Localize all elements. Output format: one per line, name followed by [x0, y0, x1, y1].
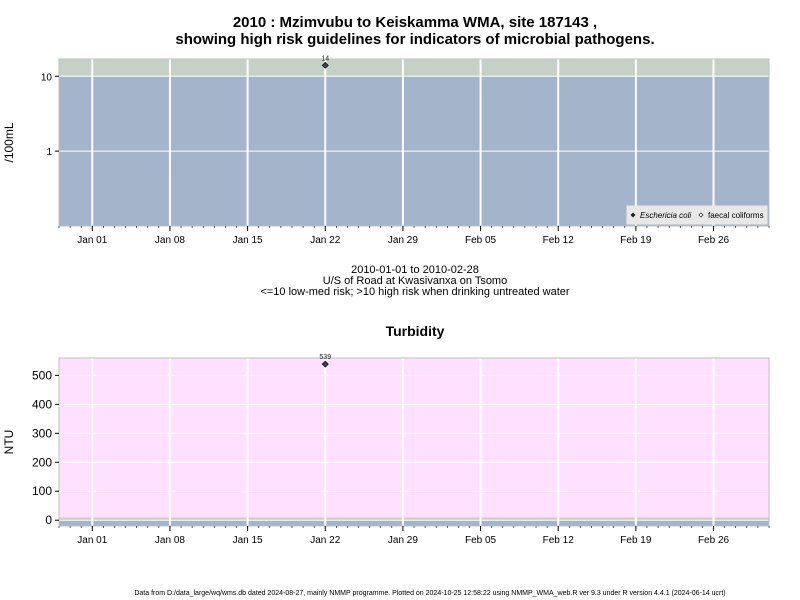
- chart-subtitle-site: U/S of Road at Kwasivanxa on Tsomo: [322, 275, 508, 287]
- data-point: [321, 61, 329, 69]
- x-tick-label: Feb 19: [620, 235, 652, 246]
- y-tick-label: 100: [32, 484, 52, 498]
- risk-band-1: [59, 517, 769, 521]
- x-tick-label: Jan 01: [77, 235, 107, 246]
- x-tick-label: Feb 12: [543, 535, 575, 546]
- legend-entry: Eschericia coli: [640, 211, 691, 220]
- risk-band-0: [59, 520, 769, 526]
- x-tick-label: Jan 15: [233, 535, 263, 546]
- chart-title-line1: 2010 : Mzimvubu to Keiskamma WMA, site 1…: [232, 14, 598, 31]
- y-tick-label: 10: [41, 72, 53, 83]
- microbial-plot: 1 10 Jan 01 Jan 08 Jan 15 Jan 22 Jan 29 Feb 05 F…: [2, 55, 770, 246]
- x-tick-label: Jan 29: [388, 535, 418, 546]
- y-tick-label: 200: [32, 455, 52, 469]
- y-tick-label: 300: [32, 426, 52, 440]
- footer-note: Data from D:/data_large/wq/wms.db dated …: [134, 590, 726, 597]
- turbidity-plot: 0 100 200 300 400 500 Jan 01 Jan 08 Jan 15 Jan 22…: [2, 354, 770, 546]
- legend-box: [626, 205, 768, 225]
- x-tick-label: Jan 22: [310, 535, 340, 546]
- y-axis-label: /100mL: [2, 122, 16, 162]
- legend-marker: [698, 212, 704, 218]
- y-axis-label: NTU: [2, 430, 16, 455]
- risk-band-1: [59, 59, 769, 77]
- data-label: 539: [319, 354, 331, 361]
- data-label: 14: [321, 55, 329, 62]
- x-tick-label: Feb 05: [465, 535, 497, 546]
- legend-entry: faecal coliforms: [708, 211, 764, 220]
- x-tick-label: Feb 26: [698, 535, 730, 546]
- y-tick-label: 1: [46, 147, 52, 158]
- x-tick-label: Jan 08: [155, 535, 185, 546]
- data-point: [321, 360, 329, 368]
- x-tick-label: Feb 12: [543, 235, 575, 246]
- turbidity-title: Turbidity: [385, 323, 445, 339]
- y-tick-label: 400: [32, 397, 52, 411]
- x-tick-label: Jan 29: [388, 235, 418, 246]
- risk-band-2: [59, 358, 769, 518]
- x-tick-label: Jan 22: [310, 235, 340, 246]
- x-tick-label: Feb 05: [465, 235, 497, 246]
- y-tick-label: 500: [32, 368, 52, 382]
- x-tick-label: Jan 01: [77, 535, 107, 546]
- x-tick-label: Jan 15: [233, 235, 263, 246]
- y-tick-label: 0: [45, 513, 52, 527]
- x-tick-label: Jan 08: [155, 235, 185, 246]
- legend-marker: [630, 212, 636, 218]
- x-tick-label: Feb 19: [620, 535, 652, 546]
- chart-subtitle-guideline: <=10 low-med risk; >10 high risk when dr…: [260, 286, 570, 298]
- x-tick-label: Feb 26: [698, 235, 730, 246]
- chart-subtitle-dates: 2010-01-01 to 2010-02-28: [351, 264, 479, 276]
- chart-title-line2: showing high risk guidelines for indicat…: [175, 31, 655, 48]
